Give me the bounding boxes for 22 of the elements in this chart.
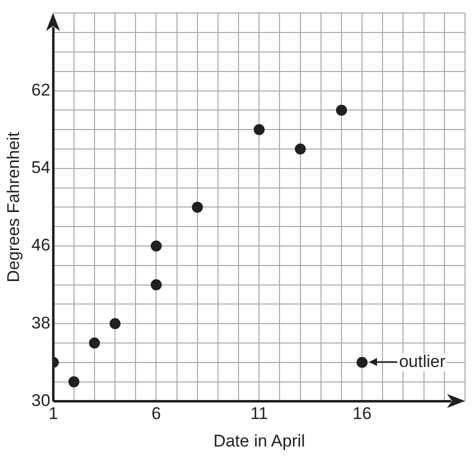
y-tick-label: 54 [31,158,50,178]
point [88,338,100,348]
x-tick-label: 11 [250,404,268,424]
point [68,376,80,388]
x-tick-label: 1 [48,404,58,424]
y-tick-label: 46 [31,236,50,255]
x-axis-title: Date in April [213,431,305,450]
annotation: outlier [399,352,446,372]
point [254,124,265,136]
point [150,279,162,290]
y-axis-title: Degrees Fahrenheit [4,132,23,282]
point [356,356,368,368]
point [150,240,162,252]
y-tick-label: 62 [31,80,50,100]
point [336,104,347,116]
y-tick-label: 38 [31,313,50,332]
x-tick-label: 16 [352,404,372,424]
point [110,318,121,330]
y-tick-label: 30 [31,390,50,410]
point [192,202,203,213]
point [294,144,306,154]
x-tick-label: 6 [152,404,161,424]
